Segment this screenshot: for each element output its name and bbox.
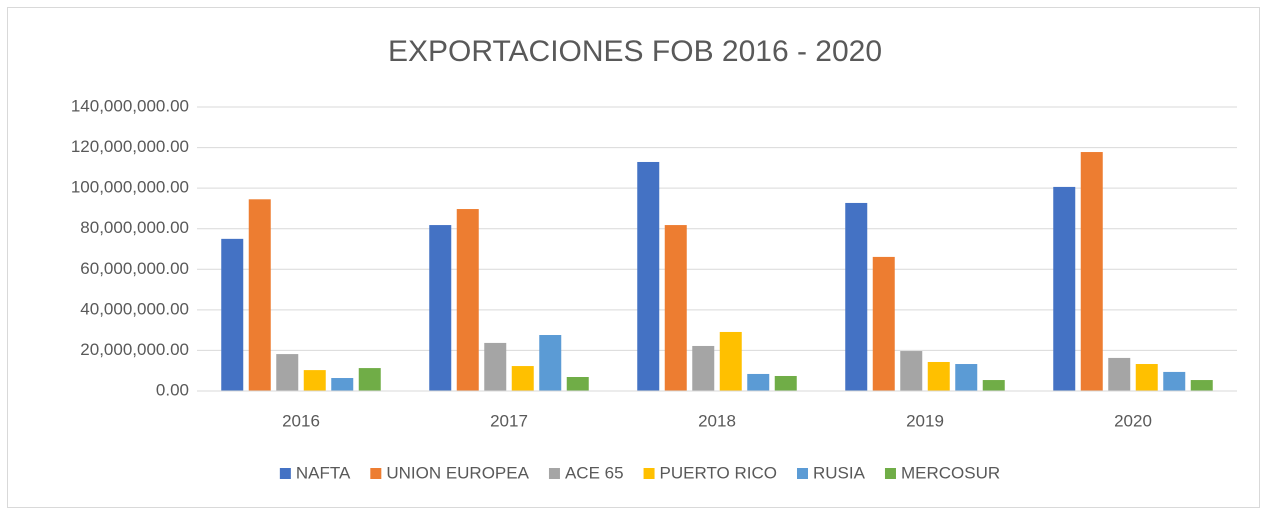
bar — [221, 238, 244, 391]
legend-swatch — [797, 468, 809, 479]
bar — [1080, 152, 1103, 391]
bar — [845, 202, 868, 391]
bar — [1190, 380, 1213, 391]
y-tick-label: 100,000,000.00 — [71, 178, 189, 197]
bar — [1163, 371, 1186, 391]
bar — [1108, 357, 1131, 391]
x-tick-label: 2016 — [282, 411, 320, 430]
bar — [456, 209, 479, 391]
bar — [747, 373, 770, 391]
y-tick-label: 80,000,000.00 — [80, 218, 189, 237]
chart-title: EXPORTACIONES FOB 2016 - 2020 — [388, 35, 882, 68]
y-tick-label: 60,000,000.00 — [80, 259, 189, 278]
legend-label: ACE 65 — [565, 463, 624, 482]
bar — [927, 361, 950, 391]
y-tick-label: 20,000,000.00 — [80, 340, 189, 359]
bar — [637, 161, 660, 391]
x-tick-label: 2019 — [906, 411, 944, 430]
y-tick-label: 120,000,000.00 — [71, 137, 189, 156]
bar — [484, 342, 507, 391]
bar — [331, 378, 354, 391]
bar — [248, 199, 271, 391]
bar — [539, 335, 562, 391]
bar — [511, 366, 534, 391]
legend-label: UNION EUROPEA — [386, 463, 529, 482]
bar — [358, 368, 381, 391]
x-tick-label: 2017 — [490, 411, 528, 430]
bar — [719, 331, 742, 391]
chart-frame — [7, 7, 1260, 508]
bar — [692, 345, 715, 391]
bar — [429, 225, 452, 391]
bar — [774, 375, 797, 391]
legend-label: NAFTA — [296, 463, 351, 482]
legend-label: MERCOSUR — [901, 463, 1000, 482]
bar — [303, 370, 326, 391]
legend-label: PUERTO RICO — [660, 463, 777, 482]
bar — [955, 364, 978, 391]
bar — [1135, 364, 1158, 391]
legend-swatch — [884, 468, 896, 479]
legend-swatch — [643, 468, 655, 479]
legend-swatch — [548, 468, 560, 479]
bar — [900, 351, 923, 391]
y-tick-label: 140,000,000.00 — [71, 96, 189, 115]
bar — [276, 354, 299, 391]
bar — [982, 380, 1005, 391]
x-tick-label: 2020 — [1114, 411, 1152, 430]
bar — [1053, 186, 1076, 391]
bar — [872, 256, 895, 391]
x-tick-label: 2018 — [698, 411, 736, 430]
legend-label: RUSIA — [813, 463, 866, 482]
legend-swatch — [370, 468, 382, 479]
bar — [664, 225, 687, 391]
legend-swatch — [279, 468, 291, 479]
bar — [566, 377, 589, 391]
y-tick-label: 0.00 — [156, 380, 189, 399]
y-tick-label: 40,000,000.00 — [80, 299, 189, 318]
